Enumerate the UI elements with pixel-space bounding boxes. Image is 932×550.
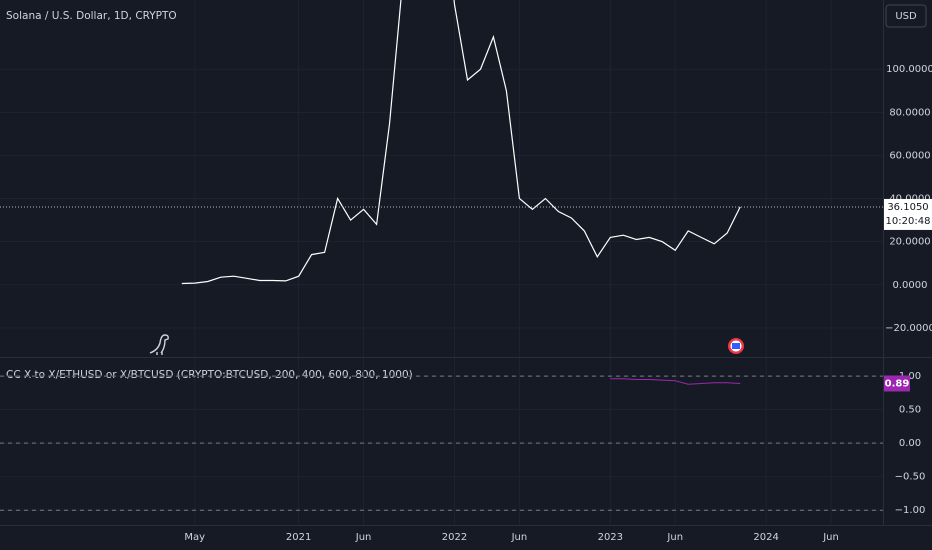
x-tick-label: 2024: [753, 532, 778, 543]
price-label: 36.1050: [887, 202, 928, 213]
x-tick-label: 2023: [598, 532, 623, 543]
chart-title: Solana / U.S. Dollar, 1D, CRYPTO: [6, 10, 177, 22]
x-tick-label: 2021: [286, 532, 311, 543]
x-tick-label: Jun: [511, 532, 528, 543]
indicator-title: CC X to X/ETHUSD or X/BTCUSD (CRYPTO:BTC…: [6, 369, 413, 381]
y-tick-label: 60.0000: [889, 150, 930, 161]
y-tick-label: −20.0000: [885, 323, 932, 334]
price-label-box: [884, 198, 932, 230]
x-tick-label: Jun: [822, 532, 839, 543]
value-label: 0.89: [885, 378, 910, 389]
x-tick-label: Jun: [666, 532, 683, 543]
currency-label: USD: [895, 11, 917, 22]
currency-button[interactable]: [885, 4, 927, 28]
y-tick-label: 20.0000: [889, 237, 930, 248]
x-tick-label: 2022: [442, 532, 467, 543]
series-line: [181, 0, 741, 285]
x-tick-label: May: [184, 532, 205, 543]
y-tick-label: 100.0000: [886, 64, 932, 75]
y-tick-label: 0.0000: [893, 280, 928, 291]
y-tick-label: −0.50: [895, 472, 926, 483]
y-tick-label: −1.00: [895, 505, 926, 516]
series-line: [610, 378, 741, 385]
y-tick-label: 0.50: [899, 405, 921, 416]
event-flag[interactable]: [728, 338, 744, 354]
value-label-box: [884, 375, 910, 392]
y-tick-label: 0.00: [899, 438, 921, 449]
y-tick-label: 80.0000: [889, 107, 930, 118]
x-tick-label: Jun: [355, 532, 372, 543]
countdown: 10:20:48: [886, 216, 931, 227]
dino-icon: [149, 334, 169, 355]
